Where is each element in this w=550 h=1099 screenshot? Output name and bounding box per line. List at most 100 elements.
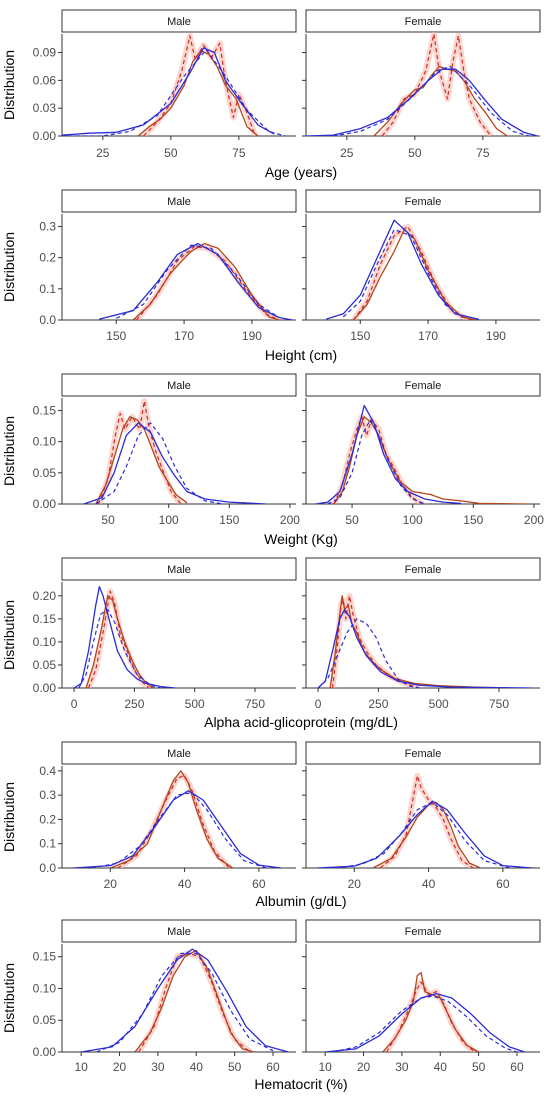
- facet-strip: [305, 189, 541, 213]
- facet-female: Female 150 170 190: [302, 189, 541, 343]
- x-tick-label: 150: [106, 329, 126, 343]
- facet-male: Male 0.00 0.05 0.10 0.15 50 100 150 200: [33, 373, 300, 527]
- series-line-dashed-red: [353, 225, 470, 320]
- x-tick-label: 60: [252, 877, 266, 891]
- series-group: [99, 242, 293, 320]
- facet-male: Male 0.00 0.05 0.10 0.15 10 20 30 40 50 60: [33, 919, 297, 1074]
- x-axis-title: Age (years): [265, 164, 337, 180]
- x-tick-label: 500: [429, 697, 449, 711]
- y-tick-label: 0.00: [33, 129, 57, 143]
- series-group: [81, 948, 289, 1052]
- series-line-dashed-red: [97, 400, 182, 504]
- series-line-dashed-blue: [78, 609, 162, 688]
- x-tick-label: 150: [463, 513, 483, 527]
- y-tick-label: 0.05: [33, 1013, 57, 1027]
- facet-strip: [305, 919, 541, 943]
- series-line-dashed-blue: [317, 618, 420, 688]
- series-line-dashed-blue: [95, 422, 224, 504]
- series-line-dashed-blue: [116, 244, 280, 319]
- facet-strip-label: Female: [405, 926, 442, 938]
- series-band: [85, 588, 151, 688]
- x-axis-title: Albumin (g/dL): [255, 893, 346, 909]
- y-tick-label: 0.1: [39, 282, 56, 296]
- x-tick-label: 100: [159, 513, 179, 527]
- series-line-dashed-blue: [335, 801, 511, 868]
- facet-male: Male 0.00 0.03 0.06 0.09 25 50 75: [33, 9, 297, 160]
- series-group: [62, 32, 286, 136]
- series-group: [73, 770, 282, 868]
- series-line-solid-blue: [317, 609, 531, 688]
- x-tick-label: 25: [96, 146, 110, 160]
- x-tick-label: 750: [245, 697, 265, 711]
- facet-strip: [61, 919, 297, 943]
- series-line-solid-red: [329, 595, 512, 688]
- x-axis-title: Hematocrit (%): [254, 1076, 347, 1092]
- series-line-dashed-red: [117, 775, 230, 868]
- x-tick-label: 40: [434, 1060, 448, 1074]
- facet-male: Male 0.00 0.05 0.10 0.15 0.20 0 250 500 750: [33, 557, 297, 711]
- series-line-solid-blue: [73, 585, 176, 688]
- series-line-solid-red: [132, 242, 280, 320]
- y-tick-label: 0.1: [39, 837, 56, 851]
- x-tick-label: 75: [232, 146, 246, 160]
- facet-strip: [305, 741, 541, 765]
- x-tick-label: 50: [408, 146, 422, 160]
- facet-male: Male 0.0 0.1 0.2 0.3 0.4 20 40 60: [39, 741, 297, 891]
- series-line-solid-red: [372, 801, 481, 868]
- x-axis-title: Weight (Kg): [264, 531, 338, 547]
- x-tick-label: 20: [113, 1060, 127, 1074]
- x-tick-label: 250: [124, 697, 144, 711]
- facet-strip: [305, 557, 541, 581]
- x-tick-label: 250: [368, 697, 388, 711]
- facet-female: Female 50 100 150 200: [302, 373, 544, 527]
- y-axis-title: Distribution: [1, 600, 17, 670]
- x-tick-label: 10: [319, 1060, 333, 1074]
- facet-strip: [61, 557, 297, 581]
- y-axis-title: Distribution: [1, 963, 17, 1033]
- x-tick-label: 50: [164, 146, 178, 160]
- y-tick-label: 0.3: [39, 219, 56, 233]
- x-tick-label: 20: [357, 1060, 371, 1074]
- x-tick-label: 170: [174, 329, 194, 343]
- series-line-dashed-red: [386, 981, 476, 1052]
- facet-male: Male 0.0 0.1 0.2 0.3 150 170 190: [39, 189, 297, 343]
- y-tick-label: 0.0: [39, 313, 56, 327]
- facet-strip-label: Male: [167, 926, 191, 938]
- facet-strip-label: Female: [405, 564, 442, 576]
- facet-strip-label: Male: [167, 380, 191, 392]
- facet-strip-label: Female: [405, 16, 442, 28]
- series-band: [329, 592, 421, 688]
- series-line-solid-blue: [317, 800, 533, 868]
- y-tick-label: 0.20: [33, 589, 57, 603]
- facet-strip: [61, 9, 297, 33]
- y-tick-label: 0.10: [33, 435, 57, 449]
- x-tick-label: 40: [190, 1060, 204, 1074]
- x-tick-label: 200: [524, 513, 544, 527]
- facet-strip-label: Male: [167, 564, 191, 576]
- x-tick-label: 100: [403, 513, 423, 527]
- facet-strip-label: Male: [167, 748, 191, 760]
- x-tick-label: 500: [185, 697, 205, 711]
- x-tick-label: 170: [418, 329, 438, 343]
- x-tick-label: 190: [486, 329, 506, 343]
- series-line-solid-red: [134, 949, 254, 1052]
- facet-strip-label: Male: [167, 196, 191, 208]
- x-tick-label: 750: [489, 697, 509, 711]
- series-band: [141, 32, 259, 136]
- series-line-solid-red: [382, 971, 479, 1052]
- series-band: [384, 979, 477, 1052]
- series-line-solid-red: [110, 770, 234, 868]
- series-group: [325, 971, 525, 1052]
- y-tick-label: 0.2: [39, 812, 56, 826]
- x-tick-label: 25: [340, 146, 354, 160]
- facet-strip-label: Male: [167, 16, 191, 28]
- facet-strip: [305, 9, 541, 33]
- series-line-dashed-blue: [91, 792, 267, 868]
- series-group: [326, 219, 480, 320]
- x-tick-label: 30: [395, 1060, 409, 1074]
- facet-strip-label: Female: [405, 748, 442, 760]
- series-group: [315, 404, 528, 504]
